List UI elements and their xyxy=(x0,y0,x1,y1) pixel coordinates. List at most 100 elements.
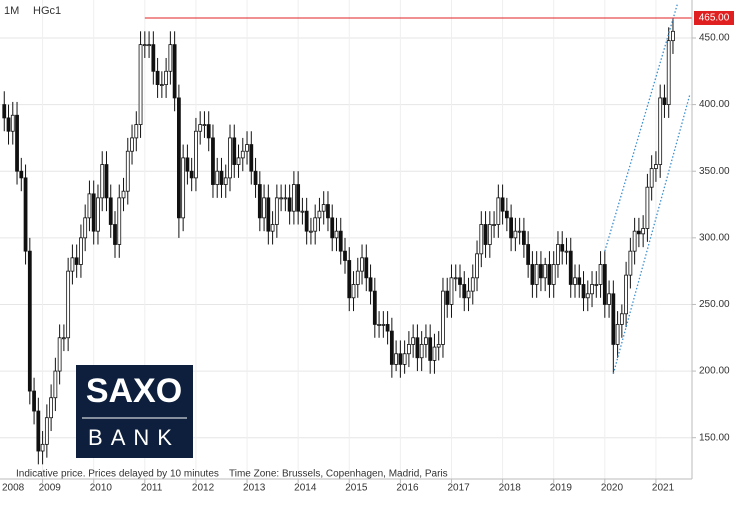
candle-body xyxy=(424,337,428,345)
candle-body xyxy=(445,290,450,305)
x-tick-label: 2017 xyxy=(447,483,470,494)
logo-top: SAXO xyxy=(86,372,182,410)
candle-body xyxy=(117,197,122,245)
candle-body xyxy=(581,284,586,299)
x-tick-label: 2013 xyxy=(243,483,266,494)
candle-body xyxy=(108,197,113,225)
candle-body xyxy=(44,417,49,445)
candle-body xyxy=(130,137,134,152)
candle-body xyxy=(594,284,599,286)
candle-body xyxy=(577,277,582,285)
candle-body xyxy=(61,337,66,340)
candle-body xyxy=(172,44,177,99)
y-tick-label: 200.00 xyxy=(699,366,730,377)
candle-body xyxy=(100,164,105,199)
candle-body xyxy=(406,344,411,355)
candle-body xyxy=(83,217,88,239)
candle-body xyxy=(334,230,339,239)
candle-body xyxy=(389,330,394,365)
candle-body xyxy=(641,228,646,235)
candle-body xyxy=(274,197,279,225)
x-tick-label: 2012 xyxy=(192,483,215,494)
candle-body xyxy=(211,137,215,185)
price-label-box xyxy=(694,10,734,25)
candle-body xyxy=(628,250,633,276)
trendline xyxy=(604,4,678,252)
candle-body xyxy=(27,250,32,392)
y-tick-label: 250.00 xyxy=(699,299,730,310)
candle-body xyxy=(155,70,160,86)
candle-body xyxy=(517,230,522,233)
logo-box xyxy=(76,365,193,458)
candle-body xyxy=(479,224,484,255)
candle-body xyxy=(181,157,186,219)
candle-body xyxy=(483,224,488,245)
candle-body xyxy=(36,410,41,452)
candle-body xyxy=(249,144,254,172)
candle-body xyxy=(194,130,198,179)
candle-body xyxy=(487,224,492,245)
candle-body xyxy=(304,210,309,232)
candle-body xyxy=(96,197,100,232)
y-tick-label: 350.00 xyxy=(699,166,730,177)
candle-body xyxy=(351,284,356,299)
price-label: 465.00 xyxy=(699,13,730,24)
x-tick-label: 2018 xyxy=(499,483,522,494)
candle-body xyxy=(2,104,7,119)
candle-body xyxy=(125,150,130,192)
x-tick-label: 2010 xyxy=(90,483,113,494)
candle-body xyxy=(415,337,420,359)
candle-body xyxy=(539,264,543,279)
candle-body xyxy=(232,137,237,165)
candle-body xyxy=(500,197,505,212)
x-tick-label: 2021 xyxy=(652,483,675,494)
y-tick-label: 450.00 xyxy=(699,33,730,44)
candle-body xyxy=(266,197,271,232)
y-tick-label: 150.00 xyxy=(699,432,730,443)
logo-bottom: BANK xyxy=(88,425,180,450)
candle-body xyxy=(556,244,560,265)
candle-body xyxy=(521,230,526,245)
candle-body xyxy=(262,197,266,219)
candle-body xyxy=(321,204,326,212)
candle-body xyxy=(590,284,594,295)
candle-body xyxy=(245,144,249,152)
candle-body xyxy=(632,230,637,252)
candle-body xyxy=(611,293,616,345)
candle-body xyxy=(121,190,126,199)
candle-body xyxy=(300,210,305,213)
candle-body xyxy=(573,277,577,285)
candle-body xyxy=(10,114,15,132)
candle-body xyxy=(138,44,143,125)
x-tick-label: 2015 xyxy=(345,483,368,494)
candle-body xyxy=(287,197,292,212)
candle-body xyxy=(151,44,156,72)
candle-body xyxy=(619,313,624,325)
x-tick-label: 2020 xyxy=(601,483,624,494)
candle-body xyxy=(662,97,667,105)
marks xyxy=(2,4,692,465)
candle-body xyxy=(215,170,220,185)
candle-body xyxy=(432,346,437,361)
candle-body xyxy=(66,270,71,339)
candle-body xyxy=(202,124,207,126)
candle-body xyxy=(360,257,364,272)
candle-body xyxy=(402,353,407,365)
candle-body xyxy=(436,344,441,348)
candle-body xyxy=(326,204,330,219)
notice: Indicative price. Prices delayed by 10 m… xyxy=(16,469,219,480)
candle-body xyxy=(398,353,403,365)
candle-body xyxy=(176,97,181,219)
candle-body xyxy=(355,270,360,285)
candle-body xyxy=(364,257,369,279)
candle-body xyxy=(624,274,629,315)
candle-body xyxy=(57,337,62,372)
candle-body xyxy=(411,337,416,345)
candle-body xyxy=(74,257,79,265)
candle-body xyxy=(279,197,284,200)
candle-body xyxy=(206,124,211,139)
candle-body xyxy=(283,197,288,200)
candle-body xyxy=(343,250,347,261)
candle-body xyxy=(509,217,514,239)
candle-body xyxy=(185,157,190,172)
